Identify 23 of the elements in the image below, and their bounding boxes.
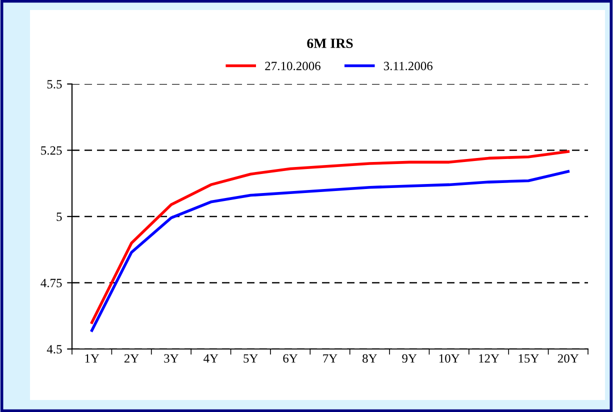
chart-title: 6M IRS: [307, 38, 353, 48]
x-tick-label: 2Y: [124, 354, 139, 363]
y-tick-label: 5.5: [47, 80, 62, 89]
x-tick-label: 12Y: [479, 354, 500, 363]
x-tick-label: 9Y: [402, 354, 417, 363]
legend-label: 27.10.2006: [265, 62, 320, 70]
x-tick-label: 4Y: [204, 354, 218, 363]
legend-label: 3.11.2006: [384, 62, 433, 70]
x-tick-label: 3Y: [164, 354, 179, 363]
x-tick-label: 7Y: [323, 354, 338, 363]
x-tick-label: 8Y: [362, 354, 378, 363]
x-tick-label: 15Y: [518, 354, 539, 363]
x-tick-label: 6Y: [283, 354, 298, 363]
y-tick-label: 5: [56, 212, 62, 221]
x-tick-label: 10Y: [439, 354, 460, 363]
x-tick-label: 5Y: [244, 354, 258, 363]
line-series: [90, 170, 570, 332]
y-tick-label: 4.5: [46, 345, 62, 354]
line-series: [90, 150, 570, 324]
x-tick-label: 1Y: [85, 354, 100, 363]
y-tick-label: 5.25: [41, 146, 62, 155]
x-tick-label: 20Y: [558, 354, 579, 363]
y-tick-label: 4.75: [40, 278, 62, 288]
